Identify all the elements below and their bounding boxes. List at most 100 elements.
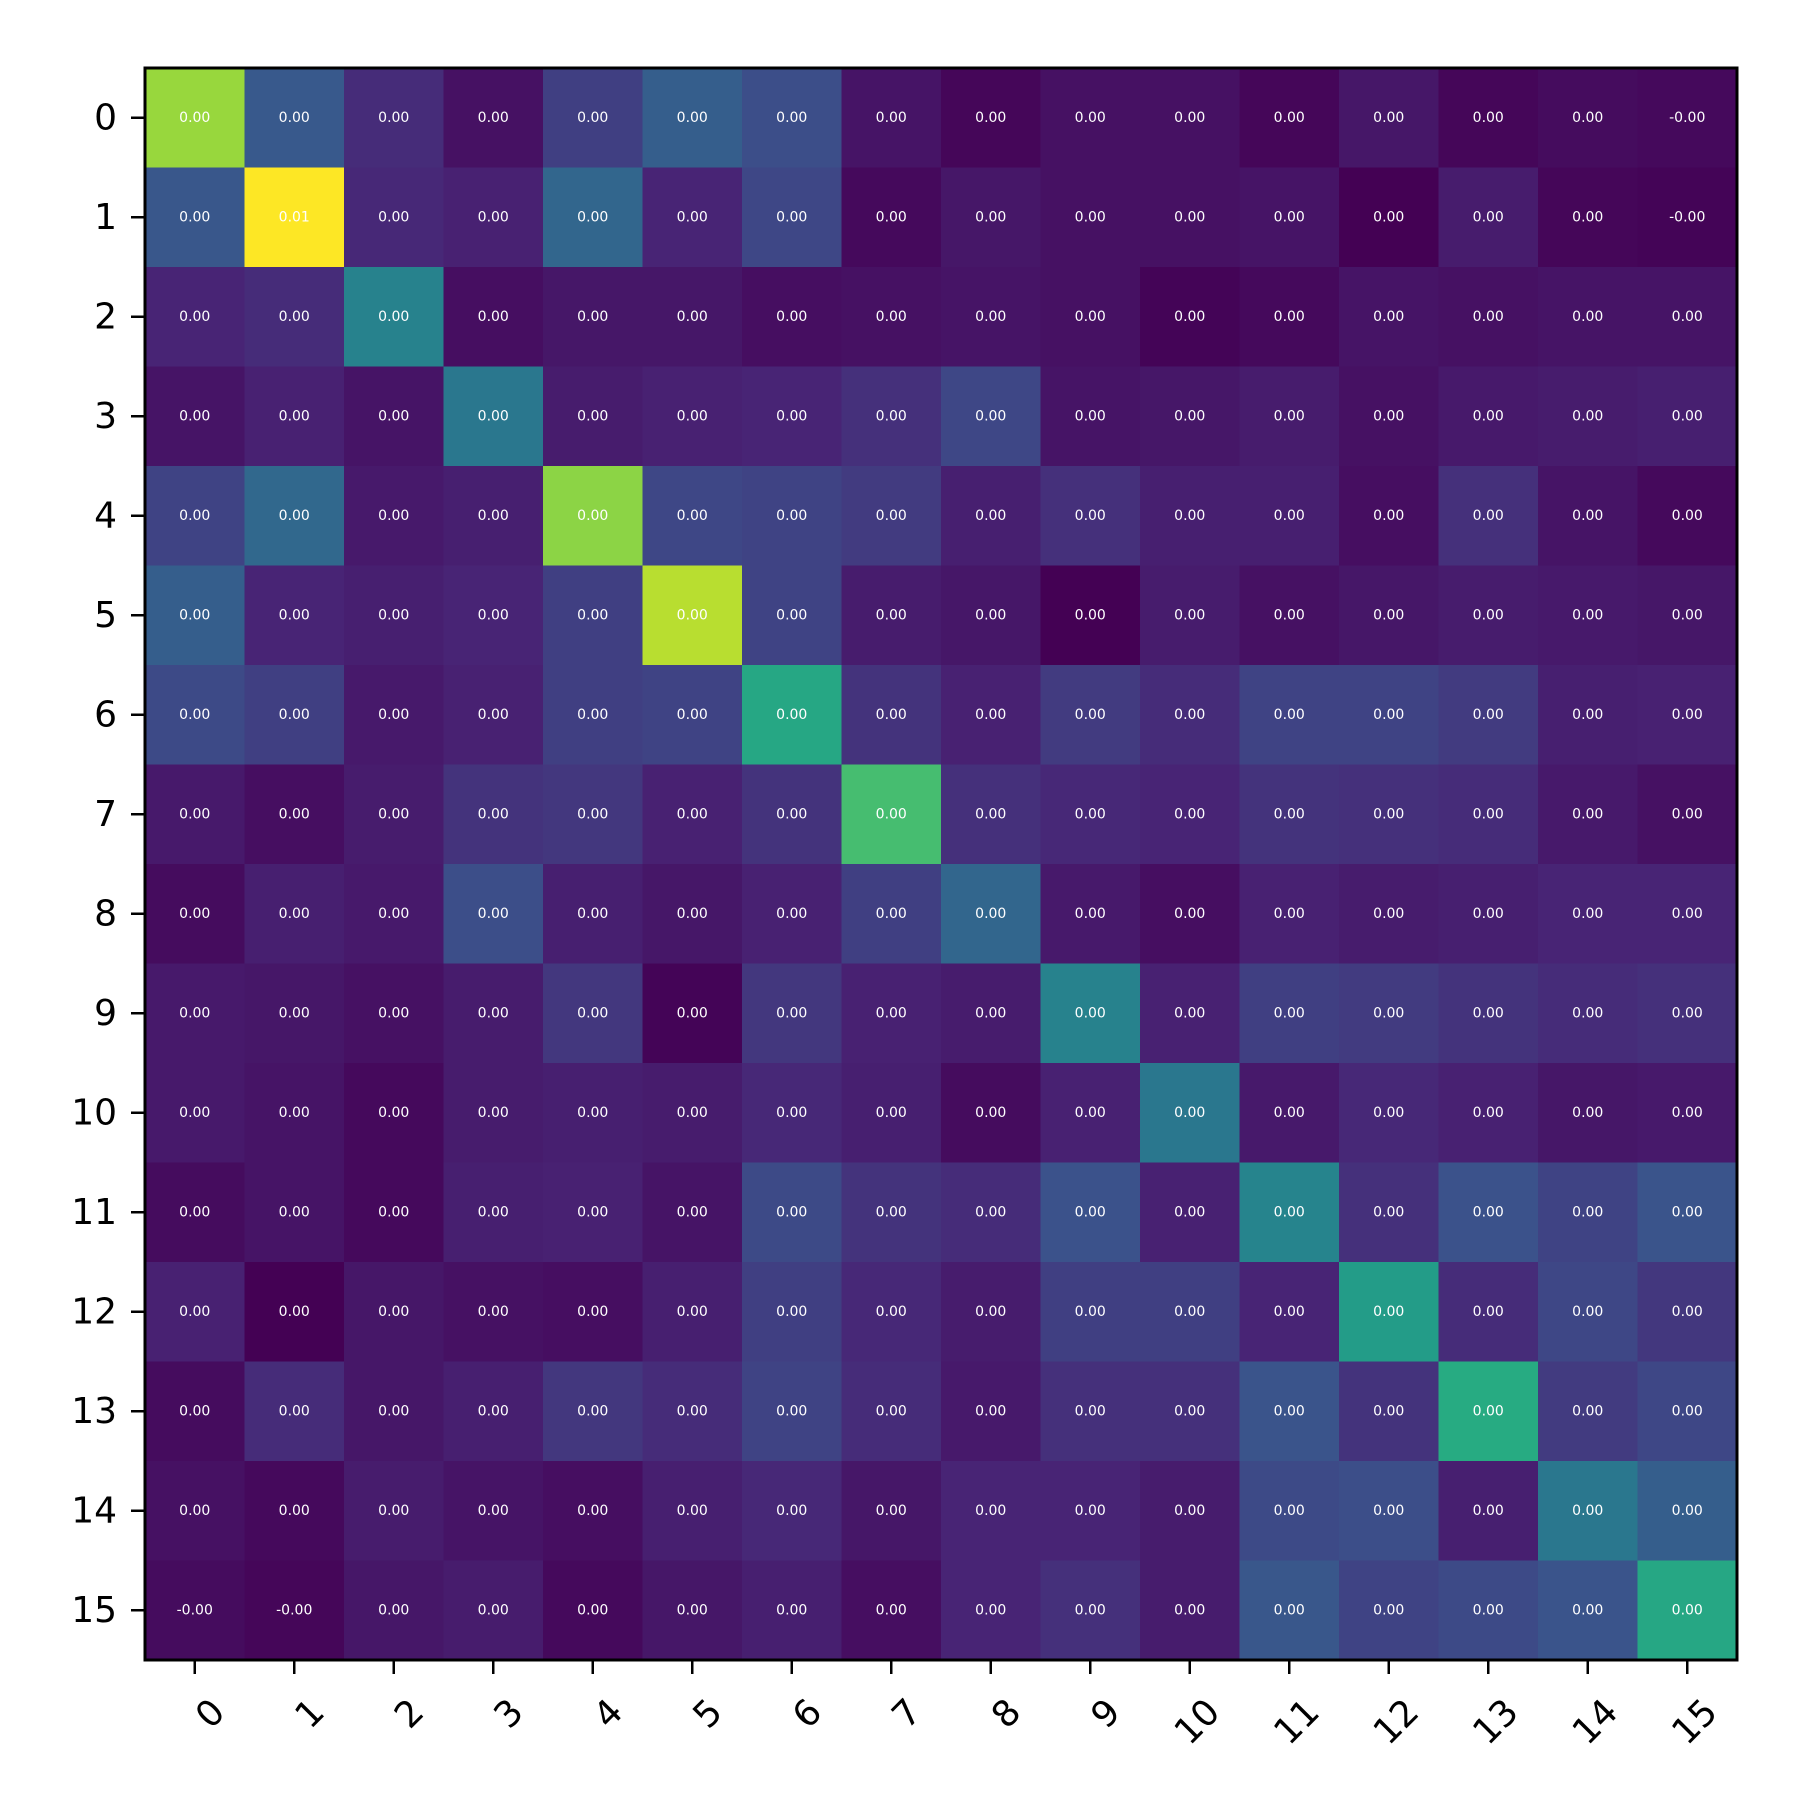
heatmap-cell-r2-c0	[145, 267, 246, 368]
cell-value-label-r2-c5: 0.00	[677, 309, 708, 325]
heatmap-cell-r5-c6	[742, 565, 843, 666]
cell-value-label-r8-c13: 0.00	[1473, 906, 1504, 922]
heatmap-cell-r10-c15	[1637, 1063, 1738, 1164]
cell-value-label-r0-c7: 0.00	[876, 110, 907, 126]
heatmap-cell-r11-c14	[1538, 1162, 1639, 1263]
heatmap-cell-r13-c12	[1339, 1361, 1440, 1462]
cell-value-label-r13-c8: 0.00	[975, 1403, 1006, 1419]
y-tick-label-10: 10	[71, 1092, 117, 1133]
heatmap-cell-r12-c2	[344, 1262, 445, 1363]
heatmap-cell-r7-c1	[244, 764, 345, 865]
cell-value-label-r5-c3: 0.00	[478, 607, 509, 623]
cell-value-label-r9-c5: 0.00	[677, 1005, 708, 1021]
heatmap-cell-r12-c0	[145, 1262, 246, 1363]
cell-value-label-r10-c15: 0.00	[1672, 1105, 1703, 1121]
heatmap-cell-r14-c12	[1339, 1461, 1440, 1562]
cell-value-label-r3-c5: 0.00	[677, 408, 708, 424]
cell-value-label-r12-c7: 0.00	[876, 1304, 907, 1320]
cell-value-label-r11-c10: 0.00	[1174, 1204, 1205, 1220]
heatmap-cell-r13-c13	[1438, 1361, 1539, 1462]
heatmap-cell-r12-c11	[1239, 1262, 1340, 1363]
heatmap-cell-r1-c3	[443, 167, 544, 268]
cell-value-label-r6-c5: 0.00	[677, 707, 708, 723]
cell-value-label-r0-c5: 0.00	[677, 110, 708, 126]
cell-value-label-r3-c1: 0.00	[279, 408, 310, 424]
heatmap-cell-r9-c5	[642, 963, 743, 1064]
cell-value-label-r12-c6: 0.00	[776, 1304, 807, 1320]
heatmap-cell-r1-c10	[1140, 167, 1241, 268]
heatmap-cell-r14-c15	[1637, 1461, 1738, 1562]
cell-value-label-r3-c6: 0.00	[776, 408, 807, 424]
heatmap-cell-r2-c10	[1140, 267, 1241, 368]
heatmap-cell-r3-c11	[1239, 366, 1340, 467]
cell-value-label-r4-c4: 0.00	[577, 508, 608, 524]
x-tick-label-10: 10	[1167, 1691, 1228, 1752]
cell-value-label-r8-c5: 0.00	[677, 906, 708, 922]
cell-value-label-r0-c12: 0.00	[1373, 110, 1404, 126]
heatmap-cell-r5-c15	[1637, 565, 1738, 666]
heatmap-cell-r11-c2	[344, 1162, 445, 1263]
cell-value-label-r14-c8: 0.00	[975, 1503, 1006, 1519]
heatmap-cell-r8-c15	[1637, 864, 1738, 965]
x-tick-label-13: 13	[1465, 1691, 1526, 1752]
heatmap-cell-r13-c1	[244, 1361, 345, 1462]
cell-value-label-r1-c6: 0.00	[776, 209, 807, 225]
heatmap-cell-r15-c12	[1339, 1560, 1440, 1661]
y-tick-label-11: 11	[71, 1192, 117, 1233]
cell-value-label-r15-c4: 0.00	[577, 1602, 608, 1618]
heatmap-cell-r15-c11	[1239, 1560, 1340, 1661]
cell-value-label-r15-c14: 0.00	[1572, 1602, 1603, 1618]
cell-value-label-r4-c7: 0.00	[876, 508, 907, 524]
cell-value-label-r1-c0: 0.00	[179, 209, 210, 225]
x-tick-label-15: 15	[1664, 1691, 1725, 1752]
x-tick-label-12: 12	[1366, 1691, 1427, 1752]
x-tick-label-3: 3	[487, 1691, 532, 1736]
cell-value-label-r11-c12: 0.00	[1373, 1204, 1404, 1220]
heatmap-cell-r8-c3	[443, 864, 544, 965]
cell-value-label-r1-c9: 0.00	[1075, 209, 1106, 225]
heatmap-cell-r15-c14	[1538, 1560, 1639, 1661]
heatmap-cell-r4-c6	[742, 466, 843, 567]
cell-value-label-r10-c2: 0.00	[378, 1105, 409, 1121]
heatmap-cell-r2-c8	[941, 267, 1042, 368]
heatmap-cell-r6-c12	[1339, 665, 1440, 766]
cell-value-label-r3-c14: 0.00	[1572, 408, 1603, 424]
heatmap-cell-r3-c12	[1339, 366, 1440, 467]
heatmap-cell-r10-c10	[1140, 1063, 1241, 1164]
cell-value-label-r15-c1: -0.00	[276, 1602, 312, 1618]
cell-value-label-r9-c4: 0.00	[577, 1005, 608, 1021]
heatmap-cell-r0-c12	[1339, 68, 1440, 169]
heatmap-cell-r7-c9	[1040, 764, 1141, 865]
heatmap-cell-r13-c10	[1140, 1361, 1241, 1462]
heatmap-cell-r6-c8	[941, 665, 1042, 766]
heatmap-cell-r11-c8	[941, 1162, 1042, 1263]
heatmap-cell-r1-c9	[1040, 167, 1141, 268]
heatmap-cell-r15-c4	[543, 1560, 644, 1661]
cell-value-label-r12-c8: 0.00	[975, 1304, 1006, 1320]
cell-value-label-r3-c13: 0.00	[1473, 408, 1504, 424]
heatmap-cell-r8-c7	[841, 864, 942, 965]
heatmap-cell-r9-c15	[1637, 963, 1738, 1064]
cell-value-label-r4-c14: 0.00	[1572, 508, 1603, 524]
heatmap-cell-r8-c12	[1339, 864, 1440, 965]
heatmap-cell-r5-c11	[1239, 565, 1340, 666]
heatmap-cell-r4-c1	[244, 466, 345, 567]
heatmap-cell-r13-c4	[543, 1361, 644, 1462]
cell-value-label-r15-c5: 0.00	[677, 1602, 708, 1618]
heatmap-cell-r12-c3	[443, 1262, 544, 1363]
cell-value-label-r7-c4: 0.00	[577, 806, 608, 822]
heatmap-cell-labels: 0.00 0.00 0.00 0.00 0.00 0.00 0.00 0.00 0.00 0.00…	[177, 110, 1706, 1619]
heatmap-cell-r3-c5	[642, 366, 743, 467]
heatmap-cell-r1-c11	[1239, 167, 1340, 268]
heatmap-cell-r13-c8	[941, 1361, 1042, 1462]
heatmap-cell-r14-c0	[145, 1461, 246, 1562]
heatmap-cell-r5-c10	[1140, 565, 1241, 666]
heatmap-cell-r14-c6	[742, 1461, 843, 1562]
cell-value-label-r7-c14: 0.00	[1572, 806, 1603, 822]
cell-value-label-r5-c11: 0.00	[1274, 607, 1305, 623]
heatmap-cells	[145, 68, 1738, 1661]
cell-value-label-r14-c10: 0.00	[1174, 1503, 1205, 1519]
heatmap-cell-r0-c0	[145, 68, 246, 169]
heatmap-cell-r0-c15	[1637, 68, 1738, 169]
cell-value-label-r4-c9: 0.00	[1075, 508, 1106, 524]
